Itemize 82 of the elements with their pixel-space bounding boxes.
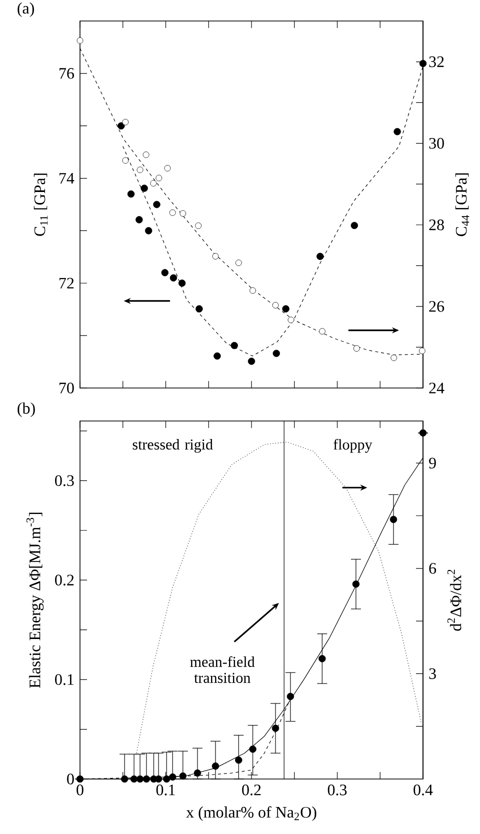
x-tick-label: 0: [76, 784, 84, 796]
point: [212, 253, 219, 260]
x-tick-label: 0.2: [242, 784, 261, 796]
y2-tick-label: 24: [429, 382, 444, 394]
x-tick-label: 0.3: [328, 784, 347, 796]
point: [390, 516, 398, 524]
point: [170, 274, 178, 282]
point: [140, 184, 148, 192]
point: [272, 350, 280, 357]
point: [272, 302, 279, 308]
y-tick-label: 72: [60, 278, 74, 288]
x-axis-title: x (molar% of Na$_{2}$O): [186, 806, 316, 821]
point: [390, 354, 398, 362]
point: [122, 157, 129, 164]
point: [249, 746, 256, 753]
point: [419, 429, 427, 437]
point: [195, 222, 202, 229]
point: [142, 152, 150, 158]
point: [76, 37, 84, 44]
point: [250, 287, 256, 294]
point: [353, 345, 360, 352]
y-tick-label: 0: [67, 774, 74, 784]
point: [145, 227, 152, 234]
point: [76, 775, 84, 783]
point: [153, 200, 160, 208]
point: [122, 118, 129, 126]
y2-axis-title: C$_{44}$ [GPa]: [455, 173, 470, 236]
point: [150, 180, 157, 186]
y2-tick-label: 30: [429, 138, 444, 149]
y-axis-title: Elastic Energy ΔΦ[MJ.m$^{-3}$]: [26, 512, 44, 688]
point: [136, 166, 144, 174]
point: [156, 174, 162, 182]
y2-tick-label: 9: [429, 458, 436, 468]
point: [136, 216, 143, 224]
point: [169, 209, 176, 216]
point: [196, 305, 203, 312]
point: [212, 762, 220, 770]
point: [178, 280, 186, 287]
point: [136, 775, 144, 783]
point: [394, 128, 401, 136]
point: [282, 305, 290, 312]
point: [318, 655, 326, 662]
annotation: floppy: [334, 438, 372, 453]
y-tick-label: 70: [60, 382, 74, 394]
point: [352, 580, 360, 588]
y-axis-title: C$_{11}$ [GPa]: [34, 174, 48, 236]
point: [180, 210, 186, 217]
point: [319, 328, 326, 335]
point: [286, 692, 294, 700]
point: [161, 269, 168, 276]
y-tick-label: 0.1: [55, 674, 74, 685]
point: [127, 190, 135, 198]
y2-tick-label: 26: [429, 301, 444, 312]
y-tick-label: 0.2: [55, 574, 74, 586]
x-tick-label: 0.4: [414, 784, 433, 796]
point: [214, 352, 221, 360]
chart-title: (b): [18, 402, 35, 417]
point: [118, 122, 125, 130]
point: [164, 165, 171, 172]
point: [235, 260, 242, 266]
point: [142, 775, 150, 783]
y2-tick-label: 28: [429, 219, 444, 230]
annotation: mean-field transition: [190, 656, 255, 683]
point: [350, 222, 358, 230]
point: [248, 358, 256, 365]
point: [316, 252, 324, 260]
chart-title: (a): [18, 2, 34, 17]
y2-axis-title: d$^{2}$ΔΦ/dx$^{2}$: [447, 570, 462, 631]
y-tick-label: 0.3: [55, 475, 74, 486]
point: [230, 342, 238, 350]
point: [418, 348, 426, 354]
point: [235, 756, 242, 764]
point: [194, 769, 202, 777]
y-tick-label: 76: [60, 68, 74, 79]
y2-tick-label: 3: [429, 668, 436, 680]
y-tick-label: 74: [60, 173, 74, 184]
x-tick-label: 0.1: [156, 784, 175, 796]
y2-tick-label: 6: [429, 563, 436, 574]
point: [288, 316, 294, 324]
y2-tick-label: 32: [429, 56, 444, 68]
point: [272, 724, 280, 732]
annotation: stressed rigid: [132, 439, 213, 453]
